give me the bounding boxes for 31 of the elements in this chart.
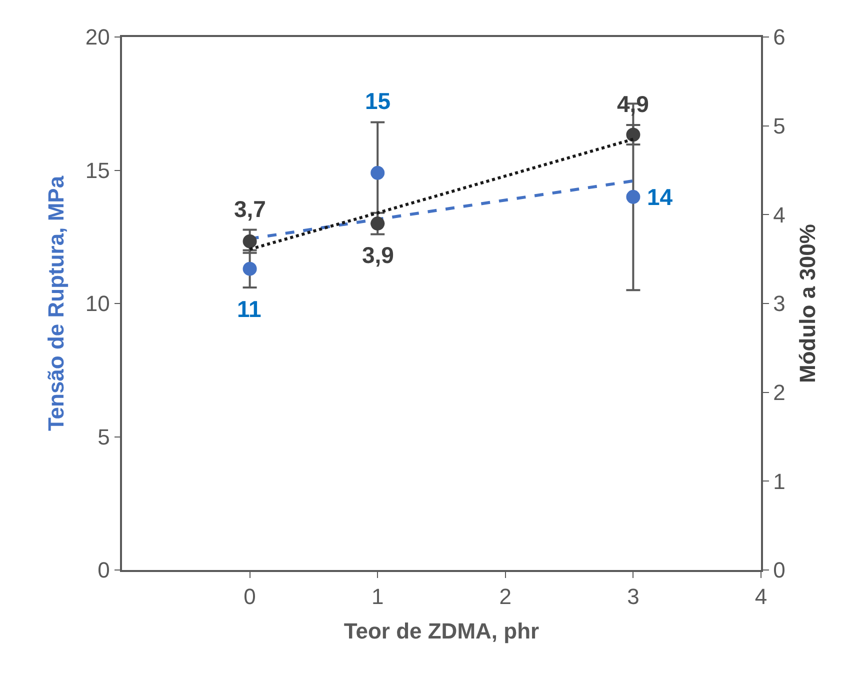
y2-axis-title: Módulo a 300% — [794, 224, 820, 383]
data-label: 11 — [237, 296, 262, 322]
y-tick-label: 10 — [85, 291, 110, 316]
x-tick-label: 2 — [499, 584, 512, 610]
data-label: 14 — [647, 184, 673, 210]
point — [242, 262, 257, 276]
y2-tick-label: 6 — [773, 24, 786, 50]
data-label: 4,9 — [617, 91, 649, 117]
y-tick-label: 20 — [85, 24, 110, 50]
y2-tick-label: 0 — [773, 558, 786, 583]
point — [626, 190, 640, 204]
y2-tick-label: 3 — [773, 291, 786, 316]
y-tick-label: 0 — [98, 558, 110, 583]
point — [242, 234, 257, 248]
y2-tick-label: 5 — [773, 114, 786, 139]
y2-tick-label: 1 — [773, 468, 786, 494]
point — [370, 166, 385, 180]
x-tick-label: 4 — [754, 584, 768, 610]
point — [370, 216, 385, 231]
data-label: 3,9 — [362, 242, 394, 268]
x-axis-title: Teor de ZDMA, phr — [344, 618, 540, 644]
y2-tick-label: 4 — [773, 202, 786, 228]
data-label: 15 — [365, 88, 391, 114]
x-tick-label: 1 — [371, 584, 384, 610]
y-axis-title: Tensão de Ruptura, MPa — [44, 175, 69, 432]
data-label: 3,7 — [234, 196, 266, 222]
x-tick-label: 0 — [244, 584, 256, 610]
x-tick-label: 3 — [627, 584, 640, 610]
y-tick-label: 15 — [85, 158, 110, 183]
y2-tick-label: 2 — [773, 380, 786, 406]
y-tick-label: 5 — [98, 424, 110, 450]
